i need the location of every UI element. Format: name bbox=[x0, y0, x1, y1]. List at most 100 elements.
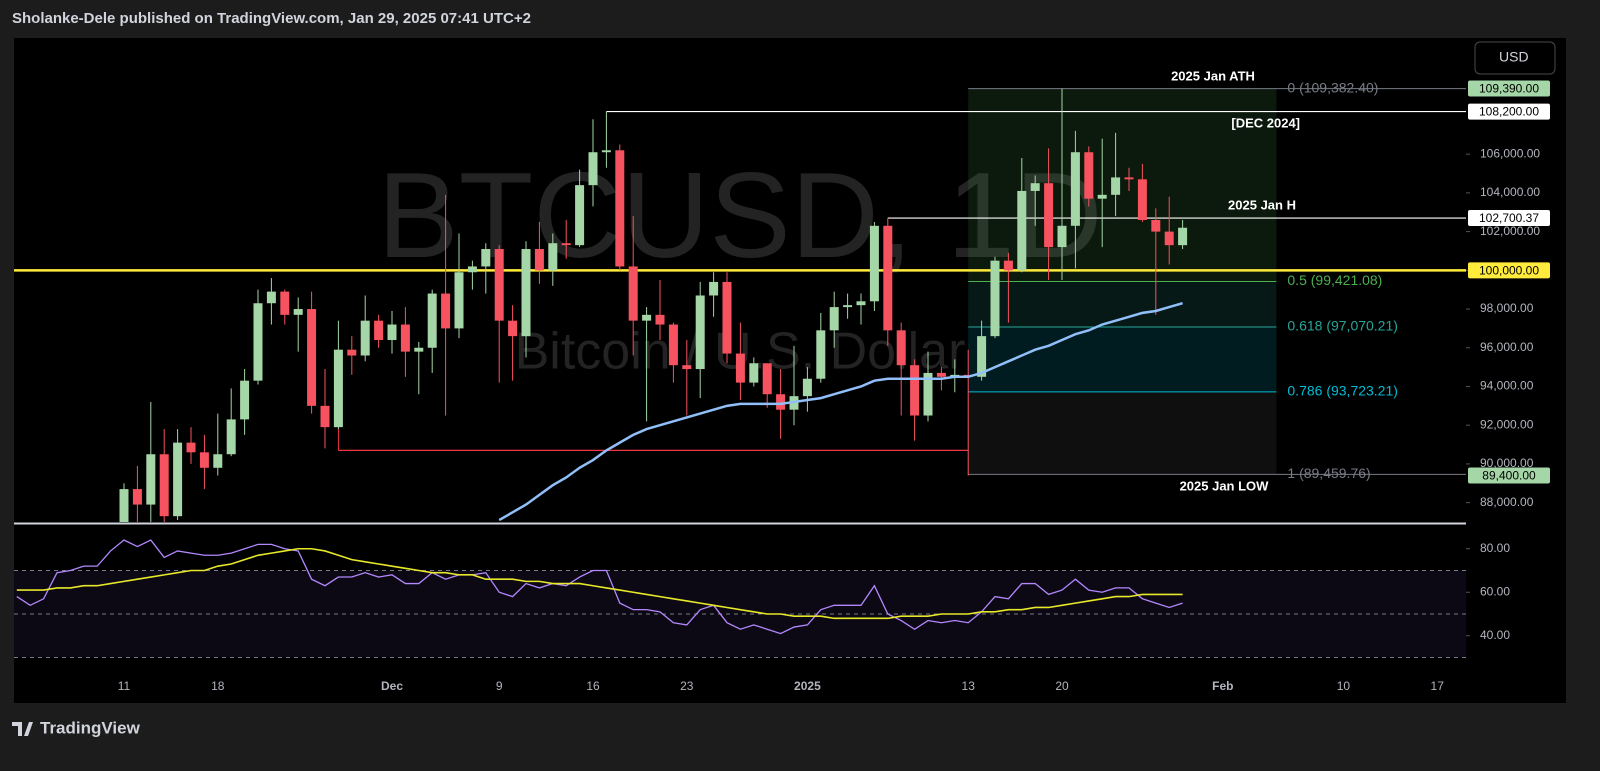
fib-label: 0.618 (97,070.21) bbox=[1287, 318, 1398, 334]
candle-body bbox=[869, 225, 879, 302]
fib-label: 0.5 (99,421.08) bbox=[1287, 272, 1382, 288]
candle-body bbox=[762, 363, 772, 395]
candle-body bbox=[990, 260, 1000, 337]
candle-body bbox=[186, 442, 196, 453]
price-badge bbox=[1468, 262, 1550, 279]
candle-body bbox=[1017, 190, 1027, 271]
fib-label: 0.786 (93,723.21) bbox=[1287, 383, 1398, 399]
candle-body bbox=[628, 266, 638, 321]
x-tick-label: 10 bbox=[1337, 679, 1351, 693]
fib-zone bbox=[968, 327, 1277, 392]
candle-body bbox=[467, 266, 477, 273]
y-tick-label: 60.00 bbox=[1480, 584, 1510, 598]
candle-body bbox=[441, 293, 451, 329]
candle-body bbox=[722, 281, 732, 354]
x-tick-label: 2025 bbox=[794, 679, 821, 693]
candle-body bbox=[159, 454, 169, 517]
candle-body bbox=[1084, 152, 1094, 199]
candle-body bbox=[1097, 194, 1107, 199]
candle-body bbox=[776, 394, 786, 410]
candle-body bbox=[1030, 183, 1040, 191]
candle-body bbox=[534, 249, 544, 271]
x-tick-label: 17 bbox=[1431, 679, 1445, 693]
candle-body bbox=[896, 330, 906, 366]
header-title: Sholanke-Dele published on TradingView.c… bbox=[12, 10, 531, 27]
price-badge-label: 109,390.00 bbox=[1479, 82, 1539, 96]
rsi-pane bbox=[14, 539, 1466, 659]
candle-body bbox=[735, 353, 745, 383]
x-tick-label: 11 bbox=[118, 679, 131, 693]
candle-body bbox=[347, 349, 357, 356]
candle-body bbox=[1137, 179, 1147, 220]
candle-body bbox=[655, 314, 665, 325]
y-tick-label: 40.00 bbox=[1480, 628, 1510, 642]
x-tick-label: 20 bbox=[1055, 679, 1069, 693]
y-tick-label: 88,000.00 bbox=[1480, 495, 1534, 509]
y-tick-label: 94,000.00 bbox=[1480, 379, 1534, 393]
candle-body bbox=[923, 372, 933, 416]
footer-brand: TradingView bbox=[40, 718, 141, 737]
x-tick-label: 18 bbox=[211, 679, 225, 693]
candle-body bbox=[199, 452, 209, 468]
candle-body bbox=[1003, 260, 1013, 271]
candle-body bbox=[494, 249, 504, 321]
price-badge bbox=[1468, 210, 1550, 227]
candle-body bbox=[1070, 152, 1080, 226]
y-tick-label: 90,000.00 bbox=[1480, 456, 1534, 470]
currency-label[interactable]: USD bbox=[1499, 49, 1529, 65]
price-badge bbox=[1468, 103, 1550, 120]
candle-body bbox=[668, 324, 678, 366]
annotation: 2025 Jan H bbox=[1228, 197, 1296, 212]
price-badge-label: 100,000.00 bbox=[1479, 263, 1539, 277]
candle-body bbox=[601, 150, 611, 153]
candle-body bbox=[1178, 227, 1188, 246]
fib-label: 0 (109,382.40) bbox=[1287, 79, 1378, 95]
candle-body bbox=[213, 454, 223, 468]
y-tick-label: 104,000.00 bbox=[1480, 185, 1540, 199]
x-tick-label: Feb bbox=[1212, 679, 1233, 693]
candle-body bbox=[119, 489, 129, 522]
x-tick-label: Dec bbox=[381, 679, 403, 693]
annotation: 2025 Jan LOW bbox=[1180, 478, 1270, 493]
indicator-line bbox=[16, 539, 1183, 635]
candle-body bbox=[1057, 225, 1067, 248]
candle-body bbox=[253, 303, 263, 381]
y-tick-label: 102,000.00 bbox=[1480, 224, 1540, 238]
candle-body bbox=[575, 185, 585, 246]
candle-body bbox=[709, 281, 719, 296]
candle-body bbox=[374, 320, 384, 341]
y-tick-label: 80.00 bbox=[1480, 541, 1510, 555]
candle-body bbox=[1111, 177, 1121, 195]
candle-body bbox=[977, 336, 987, 377]
y-tick-label: 92,000.00 bbox=[1480, 417, 1534, 431]
chart-background bbox=[14, 38, 1566, 703]
price-badge-label: 108,200.00 bbox=[1479, 105, 1539, 119]
price-badge bbox=[1468, 467, 1550, 484]
y-tick-label: 98,000.00 bbox=[1480, 301, 1534, 315]
candle-body bbox=[360, 320, 370, 356]
candle-body bbox=[910, 365, 920, 416]
candle-body bbox=[333, 349, 343, 428]
fib-zone bbox=[968, 281, 1277, 328]
candle-body bbox=[856, 301, 866, 306]
candle-body bbox=[548, 243, 558, 271]
axes: 88,000.00 90,000.00 92,000.00 94,000.00 96,0… bbox=[118, 68, 1550, 693]
candle-body bbox=[266, 291, 276, 304]
candle-body bbox=[280, 291, 290, 315]
candle-body bbox=[682, 365, 692, 370]
candle-body bbox=[521, 249, 531, 337]
candle-body bbox=[1164, 231, 1174, 246]
fib-zone bbox=[968, 88, 1277, 282]
indicator-line bbox=[16, 547, 1183, 620]
candle-body bbox=[1124, 177, 1134, 180]
candle-body bbox=[454, 272, 464, 329]
candle-body bbox=[936, 372, 946, 377]
candle-body bbox=[146, 454, 156, 505]
candle-body bbox=[802, 378, 812, 397]
candle-body bbox=[307, 309, 317, 406]
candle-body bbox=[829, 307, 839, 331]
currency-button[interactable] bbox=[1474, 41, 1556, 75]
candle-body bbox=[749, 363, 759, 383]
